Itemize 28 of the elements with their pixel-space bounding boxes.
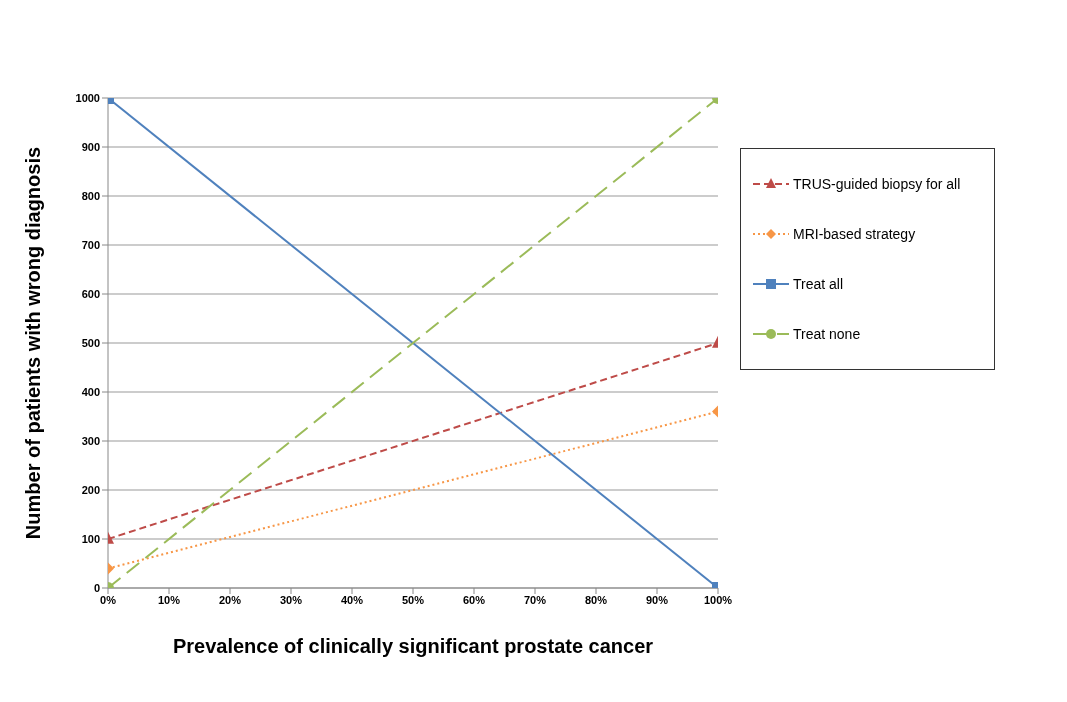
x-tick-label: 90% xyxy=(645,593,669,606)
y-tick-label: 500 xyxy=(81,336,100,349)
legend-label: Treat all xyxy=(793,276,844,292)
x-tick-label: 10% xyxy=(157,593,181,606)
x-axis-title: Prevalence of clinically significant prostate cancer xyxy=(172,635,654,657)
y-tick-label: 1000 xyxy=(75,91,100,104)
x-tick-label: 70% xyxy=(523,593,547,606)
y-tick-label: 900 xyxy=(81,140,100,153)
y-tick-label: 200 xyxy=(81,483,100,496)
x-tick-label: 50% xyxy=(401,593,425,606)
y-tick-label: 800 xyxy=(81,189,100,202)
y-tick-label: 0 xyxy=(93,581,100,594)
y-tick-label: 700 xyxy=(81,238,100,251)
legend-label: Treat none xyxy=(793,326,861,342)
legend-label: MRI-based strategy xyxy=(793,226,916,242)
x-tick-label: 60% xyxy=(462,593,486,606)
y-tick-label: 400 xyxy=(81,385,100,398)
y-tick-label: 100 xyxy=(81,532,100,545)
x-tick-label: 100% xyxy=(703,593,733,606)
legend-label: TRUS-guided biopsy for all xyxy=(793,176,961,192)
y-tick-label: 300 xyxy=(81,434,100,447)
y-axis-title: Number of patients with wrong diagnosis xyxy=(22,146,45,540)
x-tick-label: 0% xyxy=(100,593,117,606)
x-tick-label: 20% xyxy=(218,593,242,606)
y-tick-label: 600 xyxy=(81,287,100,300)
x-tick-label: 30% xyxy=(279,593,303,606)
x-tick-label: 40% xyxy=(340,593,364,606)
x-tick-label: 80% xyxy=(584,593,608,606)
